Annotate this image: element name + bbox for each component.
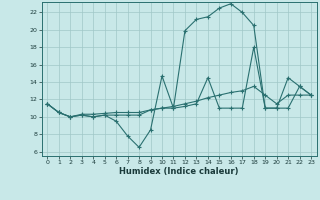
X-axis label: Humidex (Indice chaleur): Humidex (Indice chaleur) — [119, 167, 239, 176]
